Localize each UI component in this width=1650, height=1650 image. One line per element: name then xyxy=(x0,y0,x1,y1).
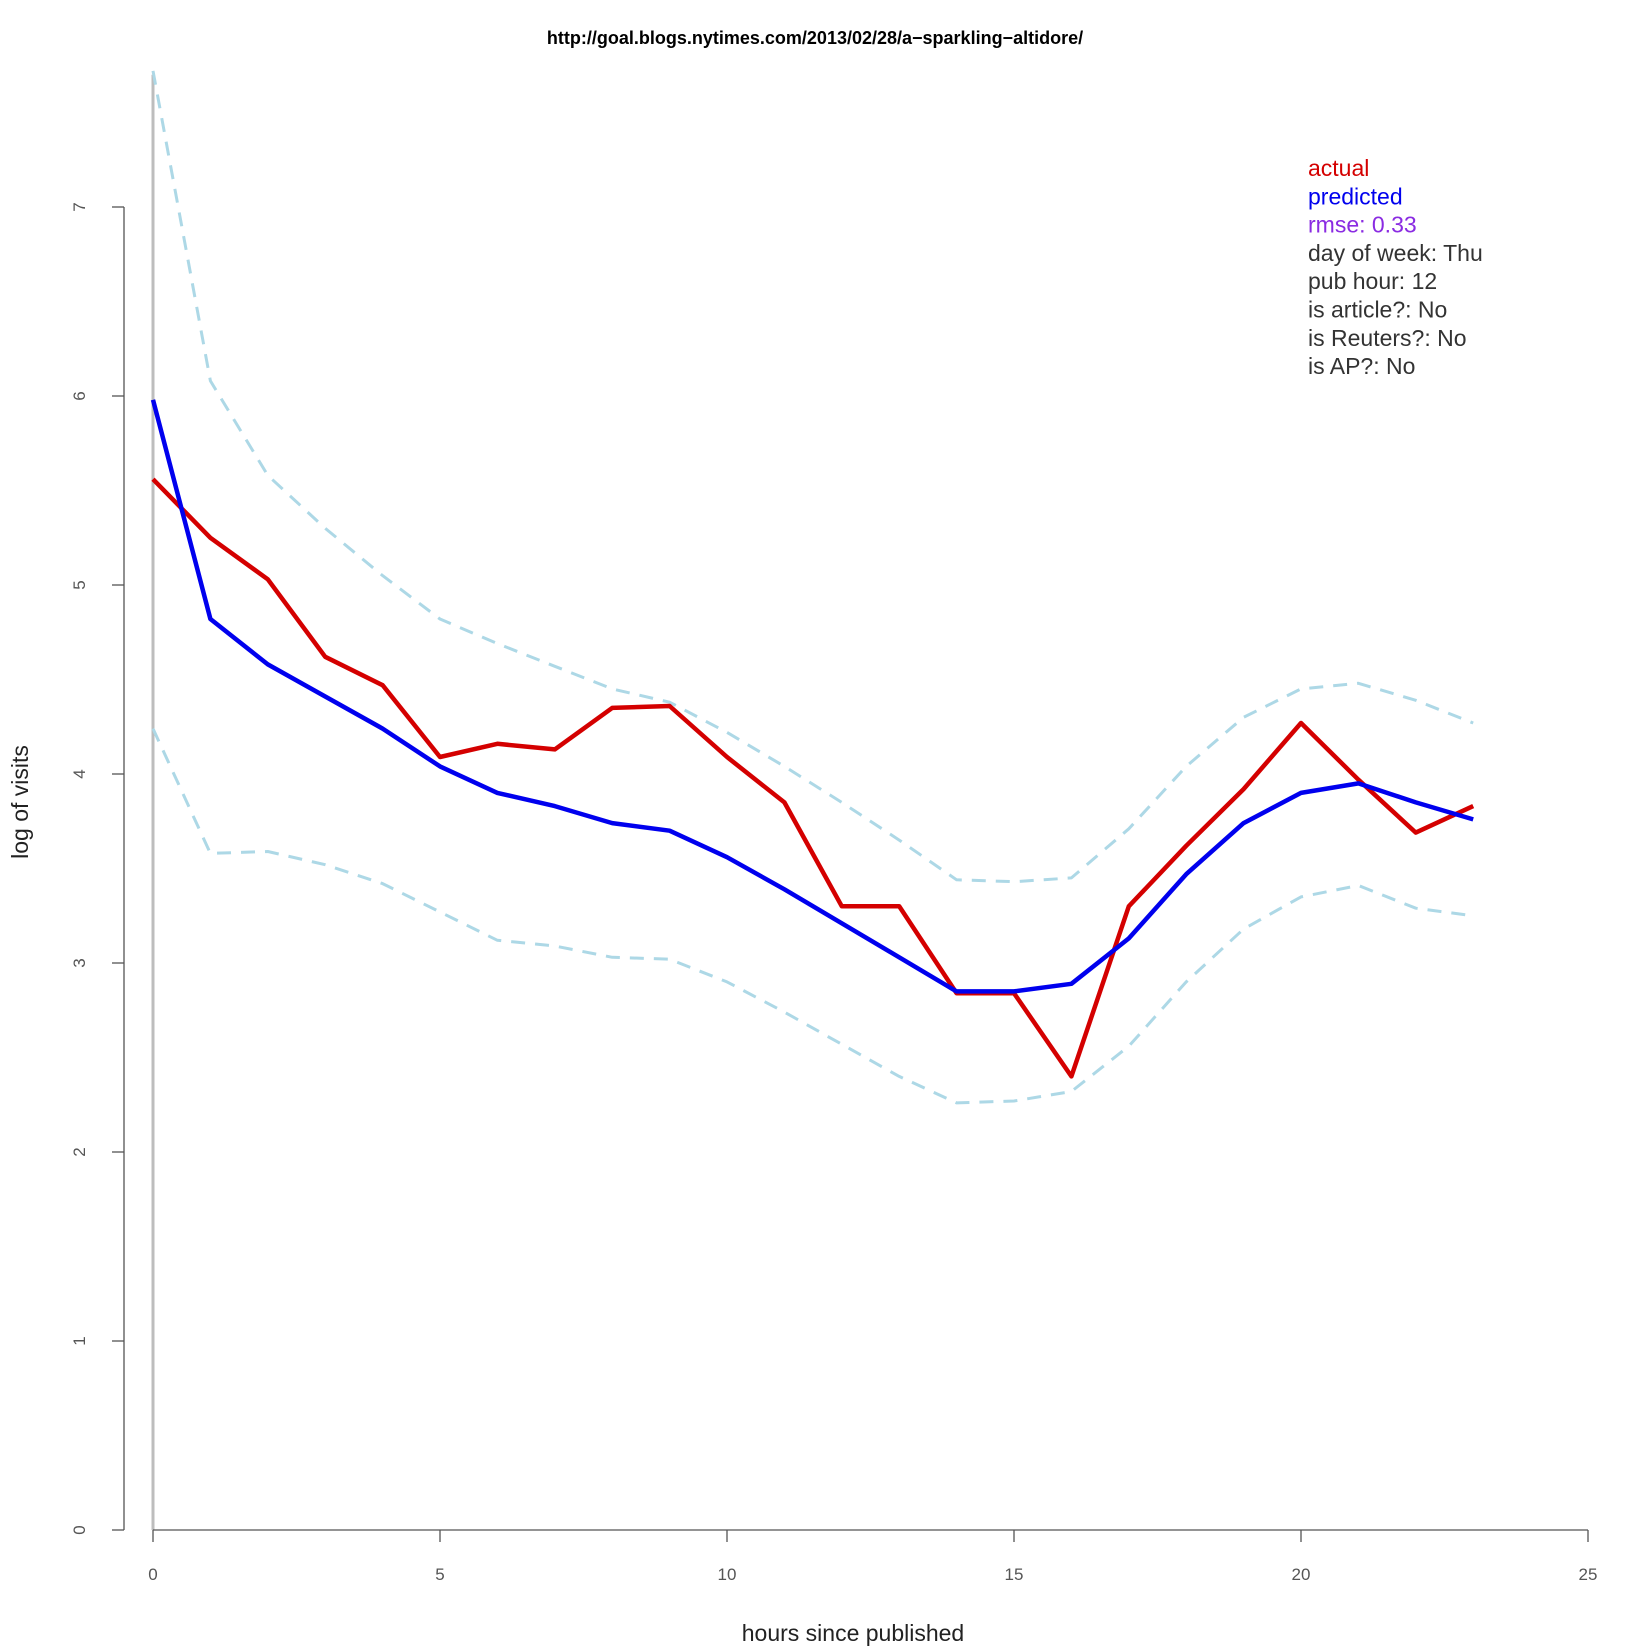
legend-entry: predicted xyxy=(1308,183,1403,209)
y-axis-title: log of visits xyxy=(7,745,33,859)
series-upper-bound xyxy=(153,71,1473,882)
series-layer xyxy=(153,71,1473,1103)
x-tick-label: 25 xyxy=(1579,1565,1598,1584)
series-predicted xyxy=(153,400,1473,992)
chart-title: http://goal.blogs.nytimes.com/2013/02/28… xyxy=(547,28,1083,48)
y-tick-label: 6 xyxy=(70,391,89,400)
x-tick-label: 5 xyxy=(435,1565,444,1584)
legend-entry: rmse: 0.33 xyxy=(1308,212,1417,238)
x-tick-label: 20 xyxy=(1292,1565,1311,1584)
x-tick-label: 10 xyxy=(718,1565,737,1584)
y-tick-label: 2 xyxy=(70,1147,89,1156)
legend-entry: actual xyxy=(1308,155,1369,181)
legend-entry: day of week: Thu xyxy=(1308,240,1483,266)
legend-entry: is AP?: No xyxy=(1308,353,1415,379)
legend-entry: is Reuters?: No xyxy=(1308,325,1467,351)
legend-entry: pub hour: 12 xyxy=(1308,268,1437,294)
x-tick-label: 0 xyxy=(148,1565,157,1584)
y-tick-label: 5 xyxy=(70,580,89,589)
x-axis-title: hours since published xyxy=(742,1620,964,1646)
y-tick-label: 7 xyxy=(70,202,89,211)
y-tick-label: 4 xyxy=(70,769,89,778)
x-tick-label: 15 xyxy=(1005,1565,1024,1584)
y-tick-label: 1 xyxy=(70,1336,89,1345)
legend-entry: is article?: No xyxy=(1308,297,1447,323)
y-tick-label: 0 xyxy=(70,1525,89,1534)
series-actual xyxy=(153,479,1473,1076)
y-tick-label: 3 xyxy=(70,958,89,967)
